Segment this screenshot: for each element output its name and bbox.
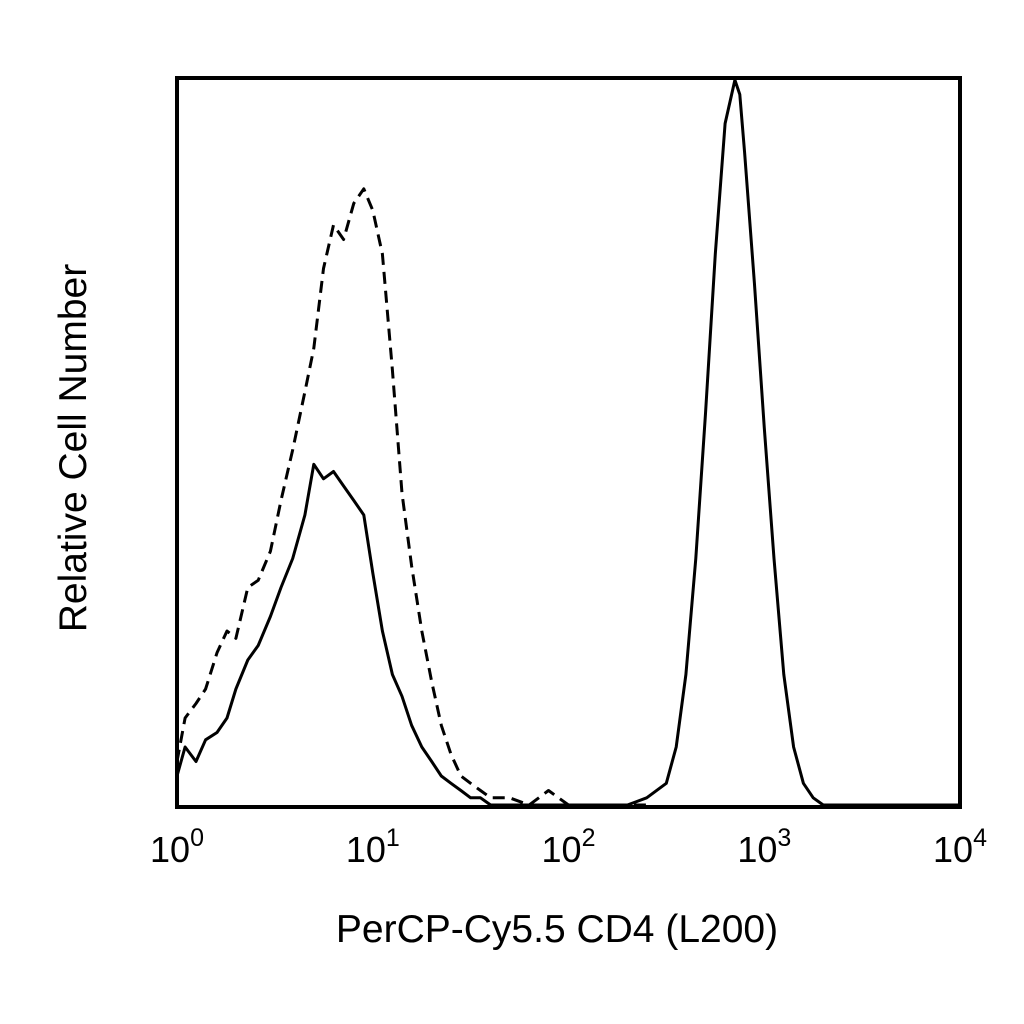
series-line-dashed <box>175 187 647 807</box>
x-tick-label: 103 <box>737 824 791 870</box>
x-tick-labels: 100 101 102 103 104 <box>150 824 987 870</box>
x-tick-exponent: 2 <box>582 824 596 852</box>
series-line-solid <box>175 78 960 807</box>
plot-frame <box>175 76 962 809</box>
x-axis-label: PerCP-Cy5.5 CD4 (L200) <box>336 908 778 951</box>
x-tick-base: 10 <box>737 829 777 870</box>
x-tick-base: 10 <box>346 829 386 870</box>
x-tick-exponent: 4 <box>973 824 987 852</box>
series-layer <box>175 78 960 807</box>
x-tick-label: 104 <box>933 824 987 870</box>
x-tick-exponent: 0 <box>190 824 204 852</box>
x-tick-label: 100 <box>150 824 204 870</box>
y-axis-label: Relative Cell Number <box>52 264 95 632</box>
x-tick-base: 10 <box>933 829 973 870</box>
x-tick-base: 10 <box>542 829 582 870</box>
x-tick-label: 102 <box>542 824 596 870</box>
x-tick-label: 101 <box>346 824 400 870</box>
x-tick-exponent: 1 <box>386 824 400 852</box>
x-tick-exponent: 3 <box>777 824 791 852</box>
x-tick-base: 10 <box>150 829 190 870</box>
